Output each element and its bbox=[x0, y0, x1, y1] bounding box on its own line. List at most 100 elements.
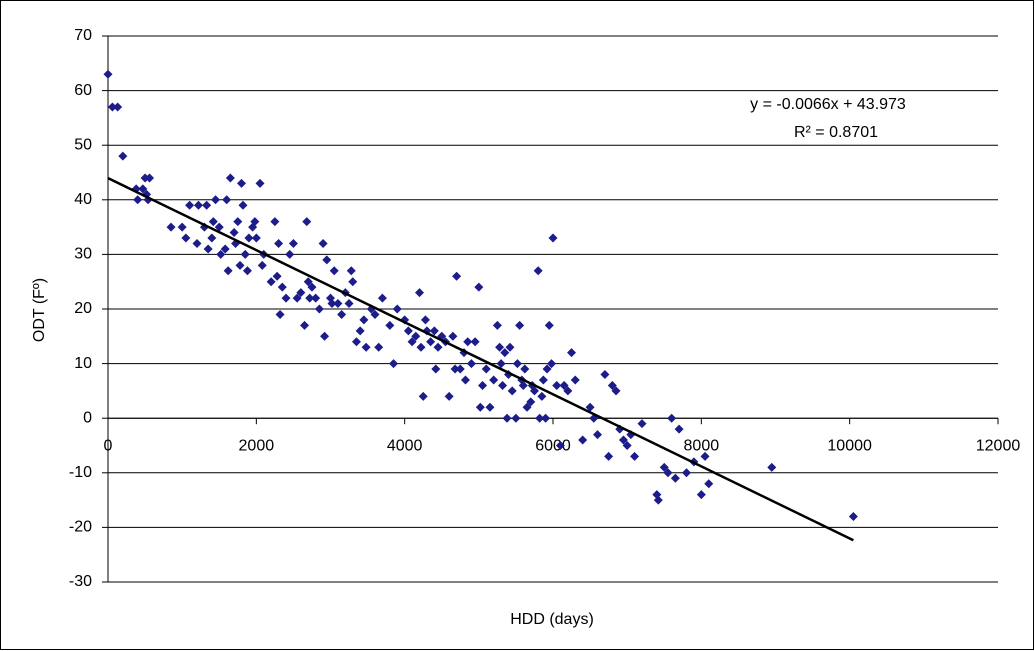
point bbox=[238, 200, 248, 210]
point bbox=[474, 282, 484, 292]
point bbox=[637, 419, 647, 429]
point bbox=[663, 468, 673, 478]
point bbox=[538, 375, 548, 385]
point bbox=[203, 244, 213, 254]
point bbox=[329, 266, 339, 276]
point bbox=[420, 315, 430, 325]
point bbox=[277, 282, 287, 292]
point bbox=[848, 511, 858, 521]
x-tick-label: 2000 bbox=[239, 437, 275, 454]
point bbox=[348, 277, 358, 287]
point bbox=[300, 320, 310, 330]
point bbox=[518, 380, 528, 390]
point bbox=[235, 260, 245, 270]
x-tick-label: 10000 bbox=[827, 437, 872, 454]
point bbox=[507, 386, 517, 396]
point bbox=[255, 178, 265, 188]
point bbox=[463, 337, 473, 347]
point bbox=[355, 326, 365, 336]
point bbox=[541, 413, 551, 423]
point bbox=[327, 299, 337, 309]
point bbox=[704, 479, 714, 489]
point bbox=[202, 200, 212, 210]
point bbox=[214, 222, 224, 232]
point bbox=[207, 233, 217, 243]
point bbox=[229, 228, 239, 238]
point bbox=[444, 391, 454, 401]
point bbox=[250, 217, 260, 227]
point bbox=[193, 200, 203, 210]
point bbox=[604, 451, 614, 461]
point bbox=[377, 293, 387, 303]
point bbox=[320, 331, 330, 341]
point bbox=[351, 337, 361, 347]
point bbox=[426, 337, 436, 347]
y-tick-label: -20 bbox=[69, 519, 92, 536]
point bbox=[611, 386, 621, 396]
point bbox=[522, 402, 532, 412]
point bbox=[489, 375, 499, 385]
x-tick-label: 0 bbox=[104, 437, 113, 454]
point bbox=[223, 266, 233, 276]
point bbox=[548, 233, 558, 243]
point bbox=[359, 315, 369, 325]
point bbox=[392, 304, 402, 314]
point bbox=[346, 266, 356, 276]
x-tick-label: 4000 bbox=[387, 437, 423, 454]
point bbox=[266, 277, 276, 287]
point bbox=[333, 299, 343, 309]
trend-equation: y = -0.0066x + 43.973 bbox=[750, 96, 906, 113]
point bbox=[481, 364, 491, 374]
y-tick-label: 70 bbox=[74, 27, 92, 44]
y-tick-label: 30 bbox=[74, 246, 92, 263]
point bbox=[418, 391, 428, 401]
point bbox=[318, 238, 328, 248]
point bbox=[585, 402, 595, 412]
point bbox=[696, 490, 706, 500]
point bbox=[370, 309, 380, 319]
point bbox=[208, 217, 218, 227]
point bbox=[361, 342, 371, 352]
point bbox=[225, 173, 235, 183]
point bbox=[552, 380, 562, 390]
point bbox=[563, 386, 573, 396]
point bbox=[478, 380, 488, 390]
point bbox=[305, 293, 315, 303]
point bbox=[166, 222, 176, 232]
point bbox=[466, 359, 476, 369]
point bbox=[257, 260, 267, 270]
point bbox=[113, 102, 123, 112]
point bbox=[296, 288, 306, 298]
point bbox=[281, 293, 291, 303]
y-tick-label: 50 bbox=[74, 136, 92, 153]
point bbox=[272, 271, 282, 281]
point bbox=[547, 359, 557, 369]
point bbox=[222, 195, 232, 205]
point bbox=[520, 364, 530, 374]
point bbox=[674, 424, 684, 434]
point bbox=[322, 255, 332, 265]
point bbox=[511, 413, 521, 423]
point bbox=[622, 441, 632, 450]
point bbox=[533, 266, 543, 276]
point bbox=[403, 326, 413, 336]
point bbox=[618, 435, 628, 445]
point bbox=[285, 249, 295, 259]
point bbox=[431, 364, 441, 374]
y-tick-label: 60 bbox=[74, 82, 92, 99]
point bbox=[567, 348, 577, 358]
point bbox=[460, 375, 470, 385]
point bbox=[475, 402, 485, 412]
point bbox=[496, 359, 506, 369]
point bbox=[237, 178, 246, 188]
point bbox=[416, 342, 426, 352]
x-tick-label: 6000 bbox=[535, 437, 571, 454]
trend-r2: R² = 0.8701 bbox=[794, 124, 878, 141]
y-tick-label: 10 bbox=[74, 355, 92, 372]
point bbox=[653, 495, 663, 505]
point bbox=[314, 304, 324, 314]
point bbox=[233, 217, 243, 227]
point bbox=[670, 473, 680, 483]
point bbox=[535, 413, 545, 423]
